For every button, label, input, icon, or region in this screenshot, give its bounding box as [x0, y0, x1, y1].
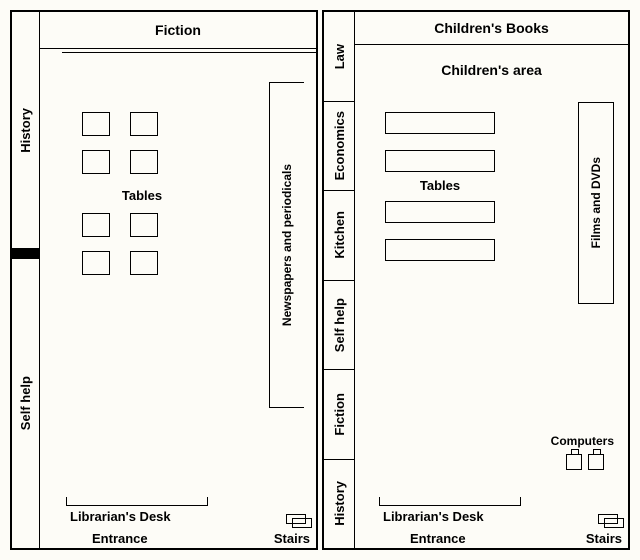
section-fiction: Fiction	[40, 12, 316, 49]
table-square	[82, 112, 110, 136]
shelf-line	[62, 48, 316, 53]
floor-plan-diagram: History Self help Fiction Tables Newspap…	[10, 10, 630, 550]
librarian-bracket	[66, 497, 208, 506]
entrance-label: Entrance	[92, 531, 148, 546]
table-bar	[385, 201, 495, 223]
computers-label: Computers	[551, 434, 614, 448]
right-side-sections: Law Economics Kitchen Self help Fiction …	[324, 12, 355, 548]
stairs-label: Stairs	[274, 531, 310, 546]
table-square	[130, 112, 158, 136]
table-square	[130, 251, 158, 275]
tables-area-left: Tables	[82, 112, 202, 289]
section-selfhelp: Self help	[18, 376, 33, 430]
stairs-label-r: Stairs	[586, 531, 622, 546]
section-economics: Economics	[332, 111, 347, 180]
librarian-desk-label: Librarian's Desk	[70, 509, 171, 524]
table-bar	[385, 150, 495, 172]
table-square	[82, 213, 110, 237]
librarian-desk-label-r: Librarian's Desk	[383, 509, 484, 524]
section-history-r: History	[332, 481, 347, 526]
section-newspapers: Newspapers and periodicals	[269, 82, 304, 408]
section-fiction-r: Fiction	[332, 393, 347, 436]
wall-gap	[12, 248, 40, 259]
right-floor: Law Economics Kitchen Self help Fiction …	[322, 10, 630, 550]
entrance-label-r: Entrance	[410, 531, 466, 546]
left-side-sections: History Self help	[12, 12, 40, 548]
tables-area-right: Tables	[385, 112, 495, 277]
section-kitchen: Kitchen	[332, 211, 347, 259]
section-childrens-books: Children's Books	[355, 12, 628, 45]
table-square	[130, 213, 158, 237]
stairs-icon-r	[588, 516, 624, 528]
computer-icon	[588, 454, 604, 470]
childrens-area-label: Children's area	[355, 62, 628, 78]
section-selfhelp-r: Self help	[332, 298, 347, 352]
section-history: History	[18, 108, 33, 153]
table-square	[82, 150, 110, 174]
table-square	[82, 251, 110, 275]
table-bar	[385, 112, 495, 134]
stairs-icon	[276, 516, 312, 528]
tables-label: Tables	[82, 188, 202, 203]
table-bar	[385, 239, 495, 261]
tables-label-r: Tables	[385, 178, 495, 193]
computer-icon	[566, 454, 582, 470]
section-law: Law	[332, 44, 347, 69]
librarian-bracket-r	[379, 497, 521, 506]
computers-icons	[566, 454, 604, 470]
left-floor: History Self help Fiction Tables Newspap…	[10, 10, 318, 550]
newspapers-label: Newspapers and periodicals	[280, 164, 294, 326]
right-main-area: Children's Books Children's area Tables …	[355, 12, 628, 548]
section-films: Films and DVDs	[578, 102, 614, 304]
films-label: Films and DVDs	[589, 157, 603, 248]
table-square	[130, 150, 158, 174]
